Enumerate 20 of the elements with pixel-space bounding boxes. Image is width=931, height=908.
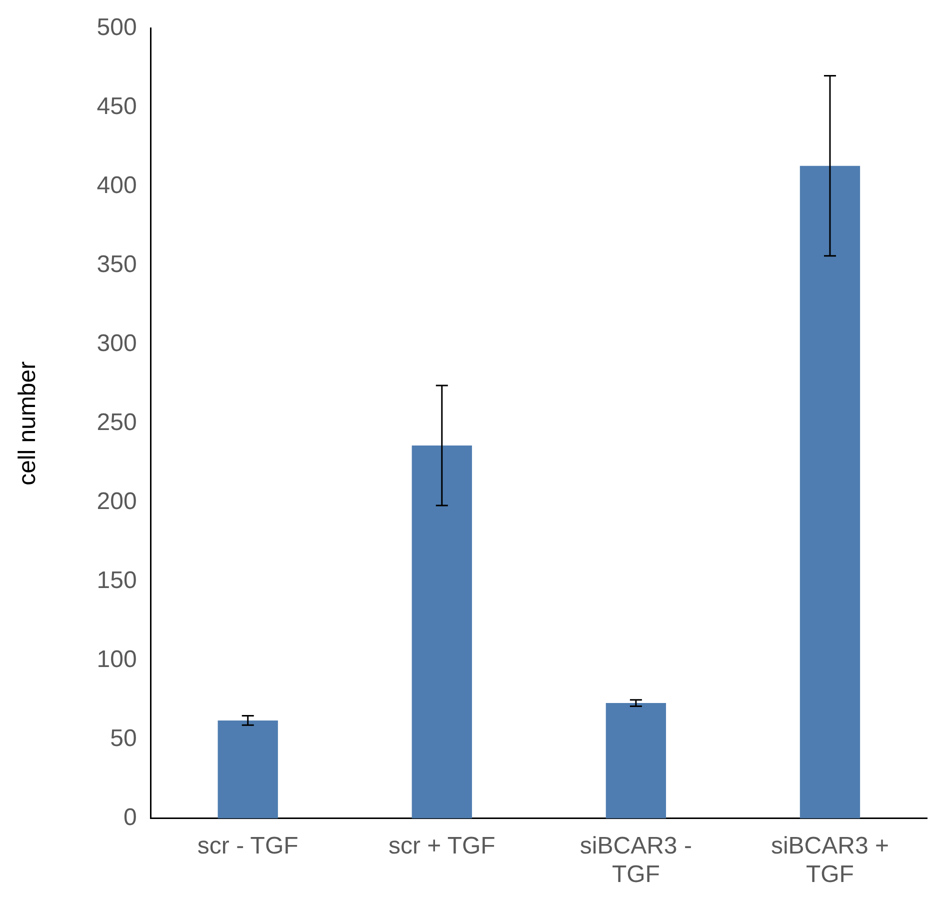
y-tick-label: 400 (96, 172, 137, 200)
bar (218, 720, 278, 818)
y-tick-label: 200 (96, 488, 137, 516)
bar (800, 166, 860, 818)
y-tick-label: 500 (96, 14, 137, 42)
y-tick-label: 300 (96, 330, 137, 358)
y-axis-title: cell number (14, 361, 42, 486)
y-tick-label: 250 (96, 409, 137, 436)
y-tick-label: 150 (96, 567, 137, 594)
x-tick-label: scr - TGF (197, 832, 298, 860)
y-tick-label: 450 (96, 93, 137, 120)
y-tick-label: 50 (110, 725, 137, 752)
bar (606, 703, 666, 818)
bar (412, 446, 472, 818)
y-tick-label: 100 (96, 646, 137, 674)
y-tick-label: 350 (96, 251, 137, 278)
x-tick-label: siBCAR3 - TGF (580, 832, 692, 888)
x-tick-label: siBCAR3 + TGF (770, 832, 890, 888)
y-tick-label: 0 (123, 804, 137, 832)
x-tick-label: scr + TGF (388, 832, 496, 860)
